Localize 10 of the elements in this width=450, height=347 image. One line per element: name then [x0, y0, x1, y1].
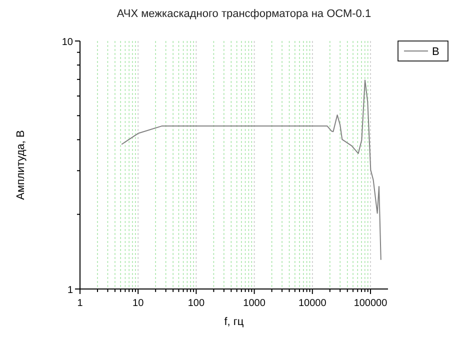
y-axis-title: Амплитуда, В [15, 130, 27, 200]
x-tick-label: 100000 [354, 298, 388, 309]
chart-title: АЧХ межкаскадного трансформатора на ОСМ-0.1 [116, 8, 372, 20]
x-tick-label: 10 [132, 298, 144, 309]
x-axis-title: f, гц [224, 316, 244, 328]
x-tick-label: 100 [188, 298, 205, 309]
legend-label: B [432, 46, 440, 58]
x-tick-label: 1 [77, 298, 84, 309]
x-tick-label: 10000 [298, 298, 327, 309]
x-tick-label: 1000 [243, 298, 266, 309]
